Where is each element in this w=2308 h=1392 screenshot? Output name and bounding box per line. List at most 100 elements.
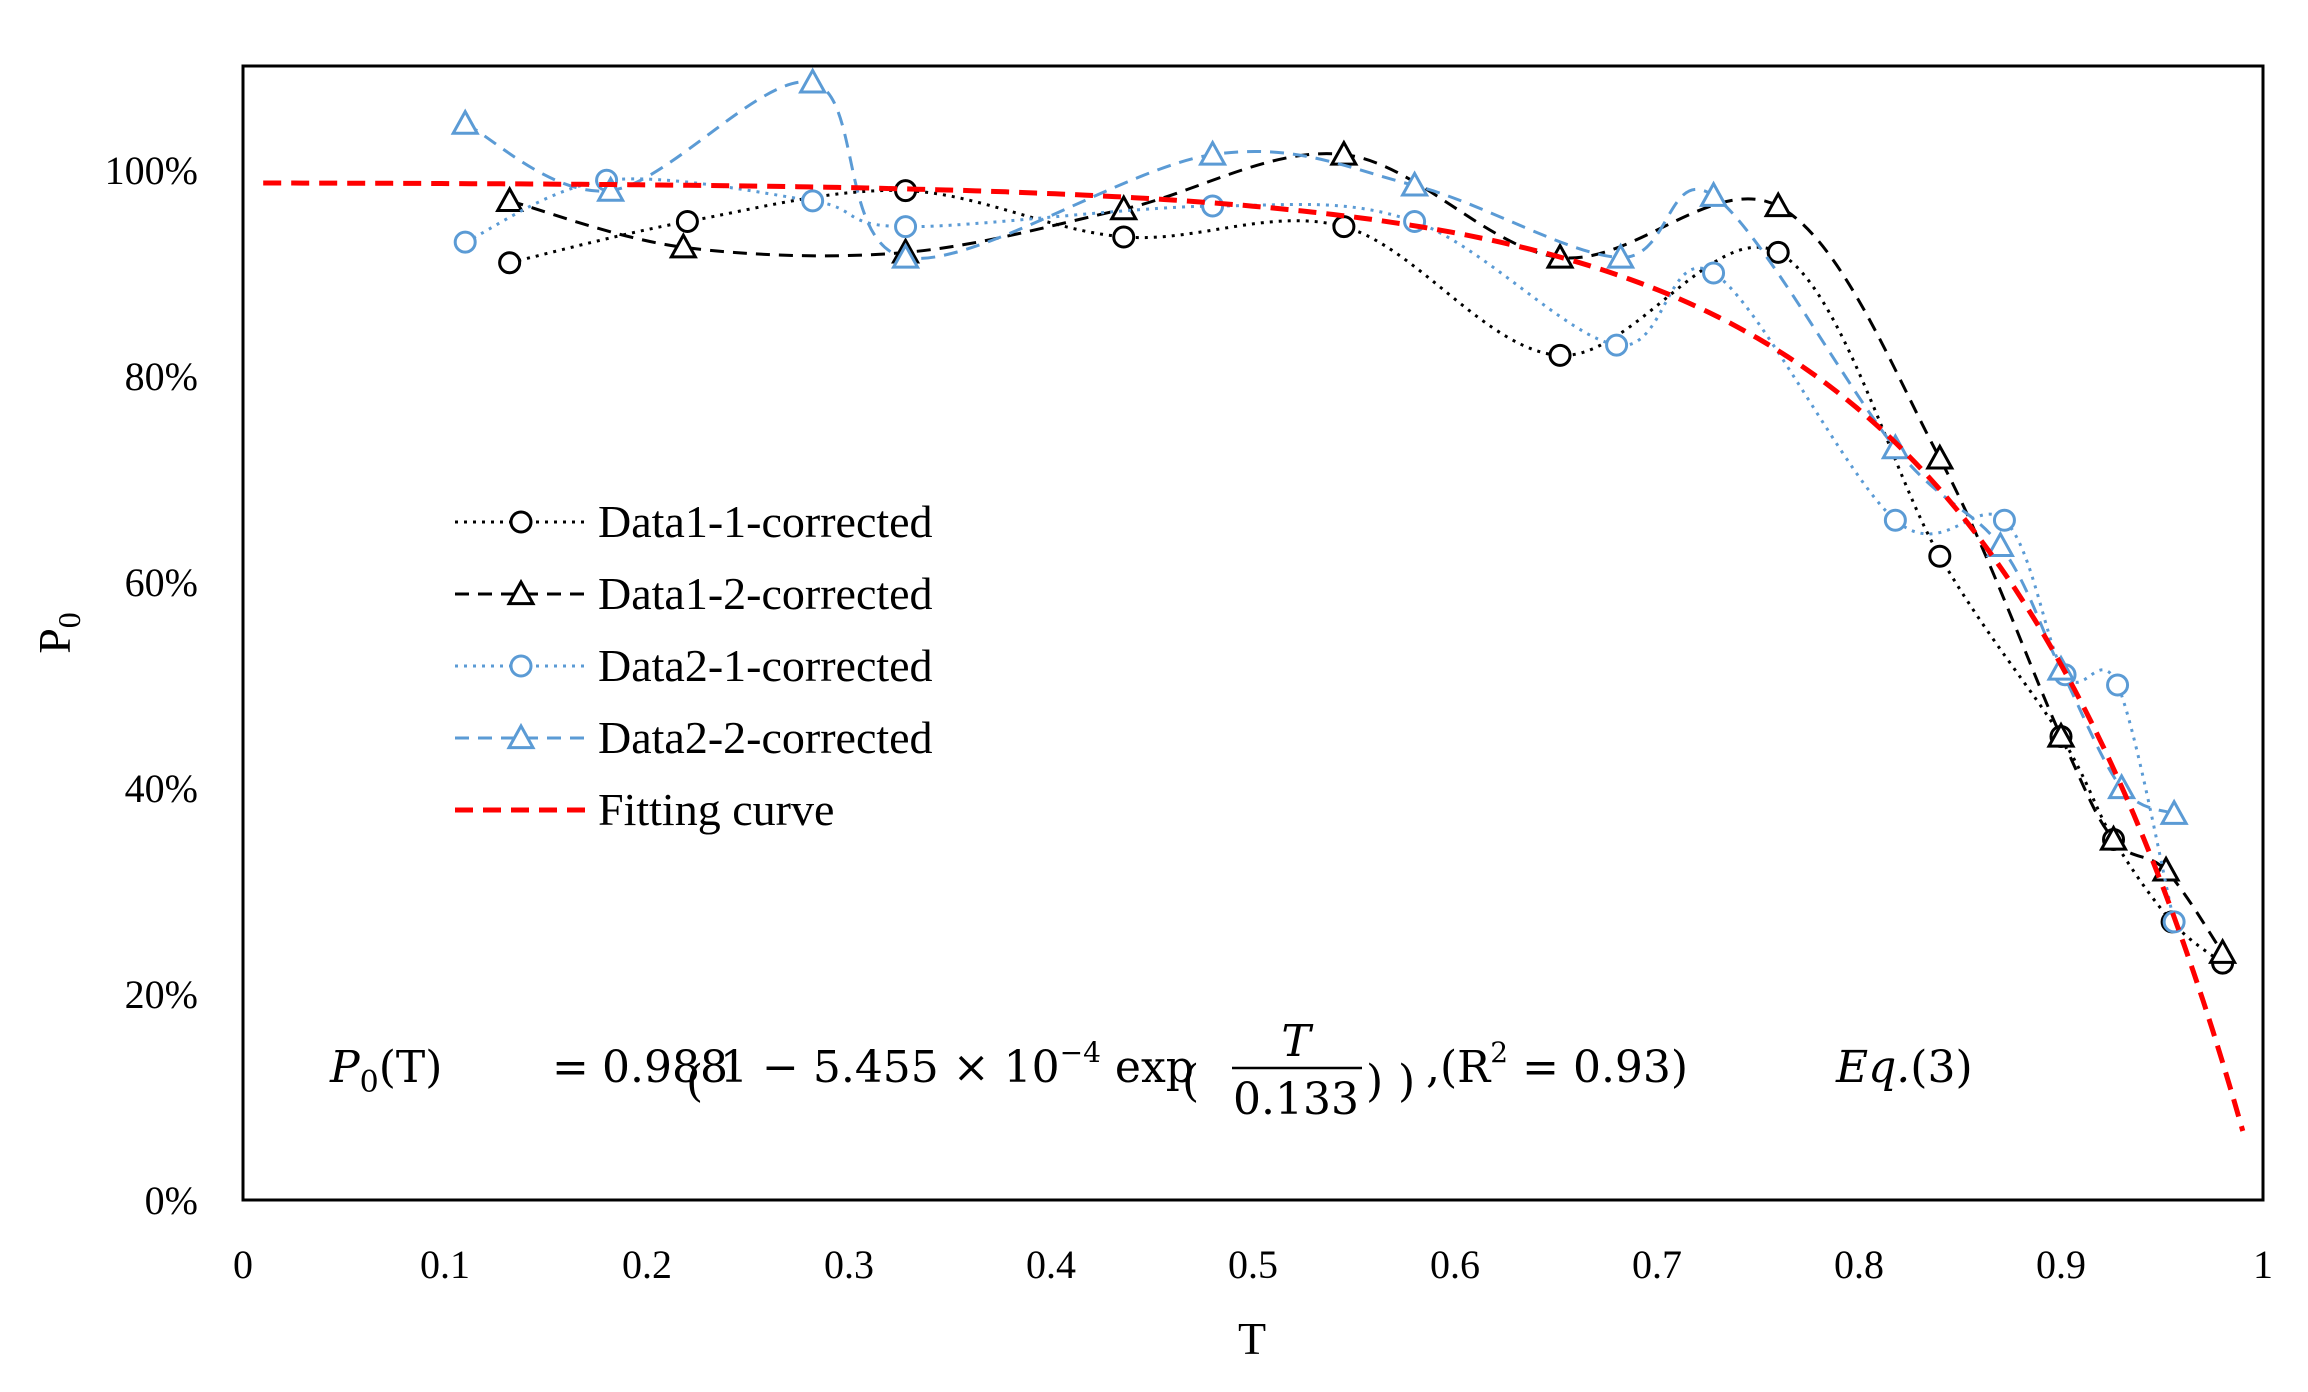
data-point [596, 175, 626, 202]
eq-inner-paren-open: ( [1182, 1056, 1199, 1107]
x-axis-ticks: 0 0.1 0.2 0.3 0.4 0.5 0.6 0.7 0.8 0.9 1 [233, 1242, 2273, 1287]
legend-swatch-marker [509, 654, 533, 678]
data-point [1548, 343, 1572, 367]
plot-area-frame [241, 64, 2265, 1202]
eq-coef: 0.988 [602, 1042, 728, 1093]
legend-label: Fitting curve [598, 784, 834, 835]
x-tick-label: 1 [2253, 1242, 2273, 1287]
eq-equals: = [552, 1042, 589, 1093]
x-tick-label: 0.3 [824, 1242, 874, 1287]
data-point [1198, 139, 1228, 166]
legend-label: Data2-2-corrected [598, 712, 933, 763]
eq-lhs-sub: 0 [360, 1065, 379, 1100]
y-axis-title: P0 [29, 612, 87, 654]
data-point [1763, 190, 1793, 218]
series-data1-2-corrected [495, 139, 2238, 964]
x-tick-label: 0.7 [1632, 1242, 1682, 1287]
fitting-curve [263, 180, 2246, 1132]
data-point [1992, 508, 2016, 532]
eq-exp-word: exp [1115, 1042, 1194, 1093]
x-tick-label: 0.6 [1430, 1242, 1480, 1287]
legend-item: Data1-1-corrected [455, 496, 933, 547]
data-point [1605, 333, 1629, 357]
eq-frac-num: T [1281, 1016, 1314, 1067]
y-axis-ticks: 0% 20% 40% 60% 80% 100% [105, 148, 198, 1223]
svg-text:Eq.(3): Eq.(3) [1835, 1042, 1973, 1093]
data-point [450, 108, 480, 135]
data-point [1109, 194, 1139, 221]
data-point [1606, 242, 1636, 269]
data-point [2208, 937, 2238, 964]
data-point [498, 251, 522, 275]
legend-item: Data2-1-corrected [455, 640, 933, 691]
data-point [798, 67, 828, 94]
x-tick-label: 0.8 [1834, 1242, 1884, 1287]
data-point [1883, 508, 1907, 532]
y-tick-label: 100% [105, 148, 198, 193]
x-tick-label: 0.2 [622, 1242, 672, 1287]
y-tick-label: 0% [145, 1178, 198, 1223]
eq-inner-paren-close: ) [1366, 1056, 1383, 1107]
data-point [1332, 215, 1356, 239]
y-tick-label: 20% [125, 972, 198, 1017]
x-tick-label: 0.4 [1026, 1242, 1076, 1287]
data-point [891, 242, 921, 269]
data-point [1985, 530, 2015, 558]
y-axis-title-subscript: 0 [51, 612, 87, 628]
eq-r2-open: ,(R [1426, 1042, 1492, 1093]
data-point [1766, 240, 1790, 264]
legend-item: Fitting curve [455, 784, 834, 835]
legend-label: Data1-1-corrected [598, 496, 933, 547]
eq-frac-den: 0.133 [1233, 1074, 1359, 1125]
fitting-curve-layer [263, 180, 2246, 1132]
eq-lhs: P [329, 1042, 361, 1093]
legend-item: Data1-2-corrected [455, 568, 933, 619]
fit-equation: P0(T) = 0.988 ( 1 − 5.455 × 10−4 exp ( T … [329, 1016, 1973, 1125]
eq-big-paren-close: ) [1398, 1056, 1415, 1107]
data-point [675, 210, 699, 233]
svg-text:P0(T) = 0.988: P0(T) = 0.988 [329, 1042, 728, 1100]
eq-r2-close: = 0.93) [1508, 1042, 1688, 1093]
eq-big-paren-open: ( [686, 1056, 703, 1107]
y-tick-label: 80% [125, 354, 198, 399]
x-axis-title: T [1238, 1313, 1266, 1364]
legend-item: Data2-2-corrected [455, 712, 933, 763]
svg-text:,(R2 = 0.93): ,(R2 = 0.93) [1426, 1036, 1688, 1093]
legend-swatch-marker [509, 510, 533, 534]
eq-exp-power: −4 [1060, 1036, 1101, 1069]
legend-swatch-marker [506, 578, 536, 606]
eq-lhs-arg: (T) [379, 1042, 443, 1093]
legend: Data1-1-corrected Data1-2-corrected Data2-… [455, 496, 933, 835]
data-point [1112, 225, 1136, 249]
y-tick-label: 40% [125, 766, 198, 811]
x-tick-label: 0.9 [2036, 1242, 2086, 1287]
eq-label-eq: Eq. [1835, 1042, 1910, 1093]
data-point [894, 215, 918, 239]
data-point [1925, 443, 1955, 470]
legend-label: Data2-1-corrected [598, 640, 933, 691]
x-tick-label: 0.1 [420, 1242, 470, 1287]
y-tick-label: 60% [125, 560, 198, 605]
data-point [2159, 798, 2189, 825]
data-point [1400, 170, 1430, 197]
x-tick-label: 0.5 [1228, 1242, 1278, 1287]
data-point [2046, 721, 2076, 748]
data-point [2106, 673, 2130, 697]
legend-label: Data1-2-corrected [598, 568, 933, 619]
eq-one-minus: 1 − 5.455 × 10 [720, 1042, 1060, 1093]
data-point [2098, 824, 2129, 851]
series-line [509, 152, 2224, 954]
x-tick-label: 0 [233, 1242, 253, 1287]
data-point [1201, 194, 1225, 218]
data-point [453, 230, 477, 254]
data-point [1699, 180, 1729, 207]
legend-swatch-marker [506, 722, 536, 750]
data-point [801, 189, 825, 213]
eq-label-num: (3) [1910, 1042, 1972, 1093]
series-line [509, 188, 2224, 965]
data-point [1928, 544, 1952, 568]
data-point [495, 185, 525, 212]
y-axis-title-main: P [29, 628, 80, 654]
